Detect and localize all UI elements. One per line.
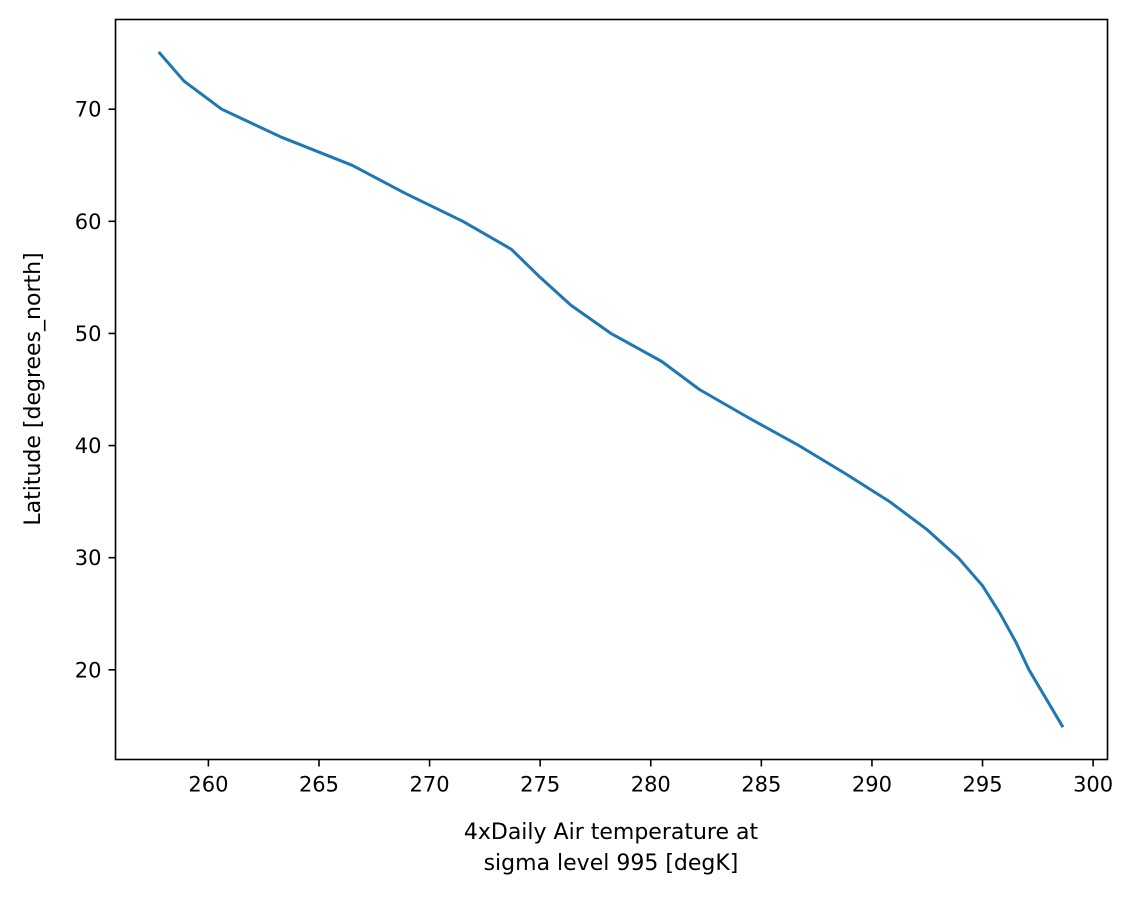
x-axis-label-line-1: 4xDaily Air temperature at	[464, 820, 759, 845]
x-tick-label: 300	[1073, 773, 1113, 797]
x-axis: 260 265 270 275 280 285 290 295 300	[188, 759, 1113, 797]
y-tick-label: 40	[75, 434, 102, 458]
y-tick-label: 20	[75, 658, 102, 682]
axes-frame	[114, 18, 1109, 761]
x-tick-label: 290	[852, 773, 892, 797]
y-tick-label: 30	[75, 546, 102, 570]
y-axis: 20 30 40 50 60 70	[75, 98, 116, 682]
y-tick-label: 60	[75, 210, 102, 234]
x-tick-label: 280	[631, 773, 671, 797]
x-tick-label: 265	[299, 773, 339, 797]
plot-area	[157, 50, 1065, 728]
x-tick-label: 295	[962, 773, 1002, 797]
x-tick-label: 270	[410, 773, 450, 797]
y-tick-label: 50	[75, 322, 102, 346]
x-tick-label: 285	[741, 773, 781, 797]
y-tick-label: 70	[75, 98, 102, 122]
x-tick-label: 275	[520, 773, 560, 797]
x-axis-label-line-2: sigma level 995 [degK]	[484, 851, 739, 876]
y-axis-label: Latitude [degrees_north]	[21, 252, 46, 525]
series-line-0	[157, 50, 1065, 728]
x-tick-label: 260	[188, 773, 228, 797]
